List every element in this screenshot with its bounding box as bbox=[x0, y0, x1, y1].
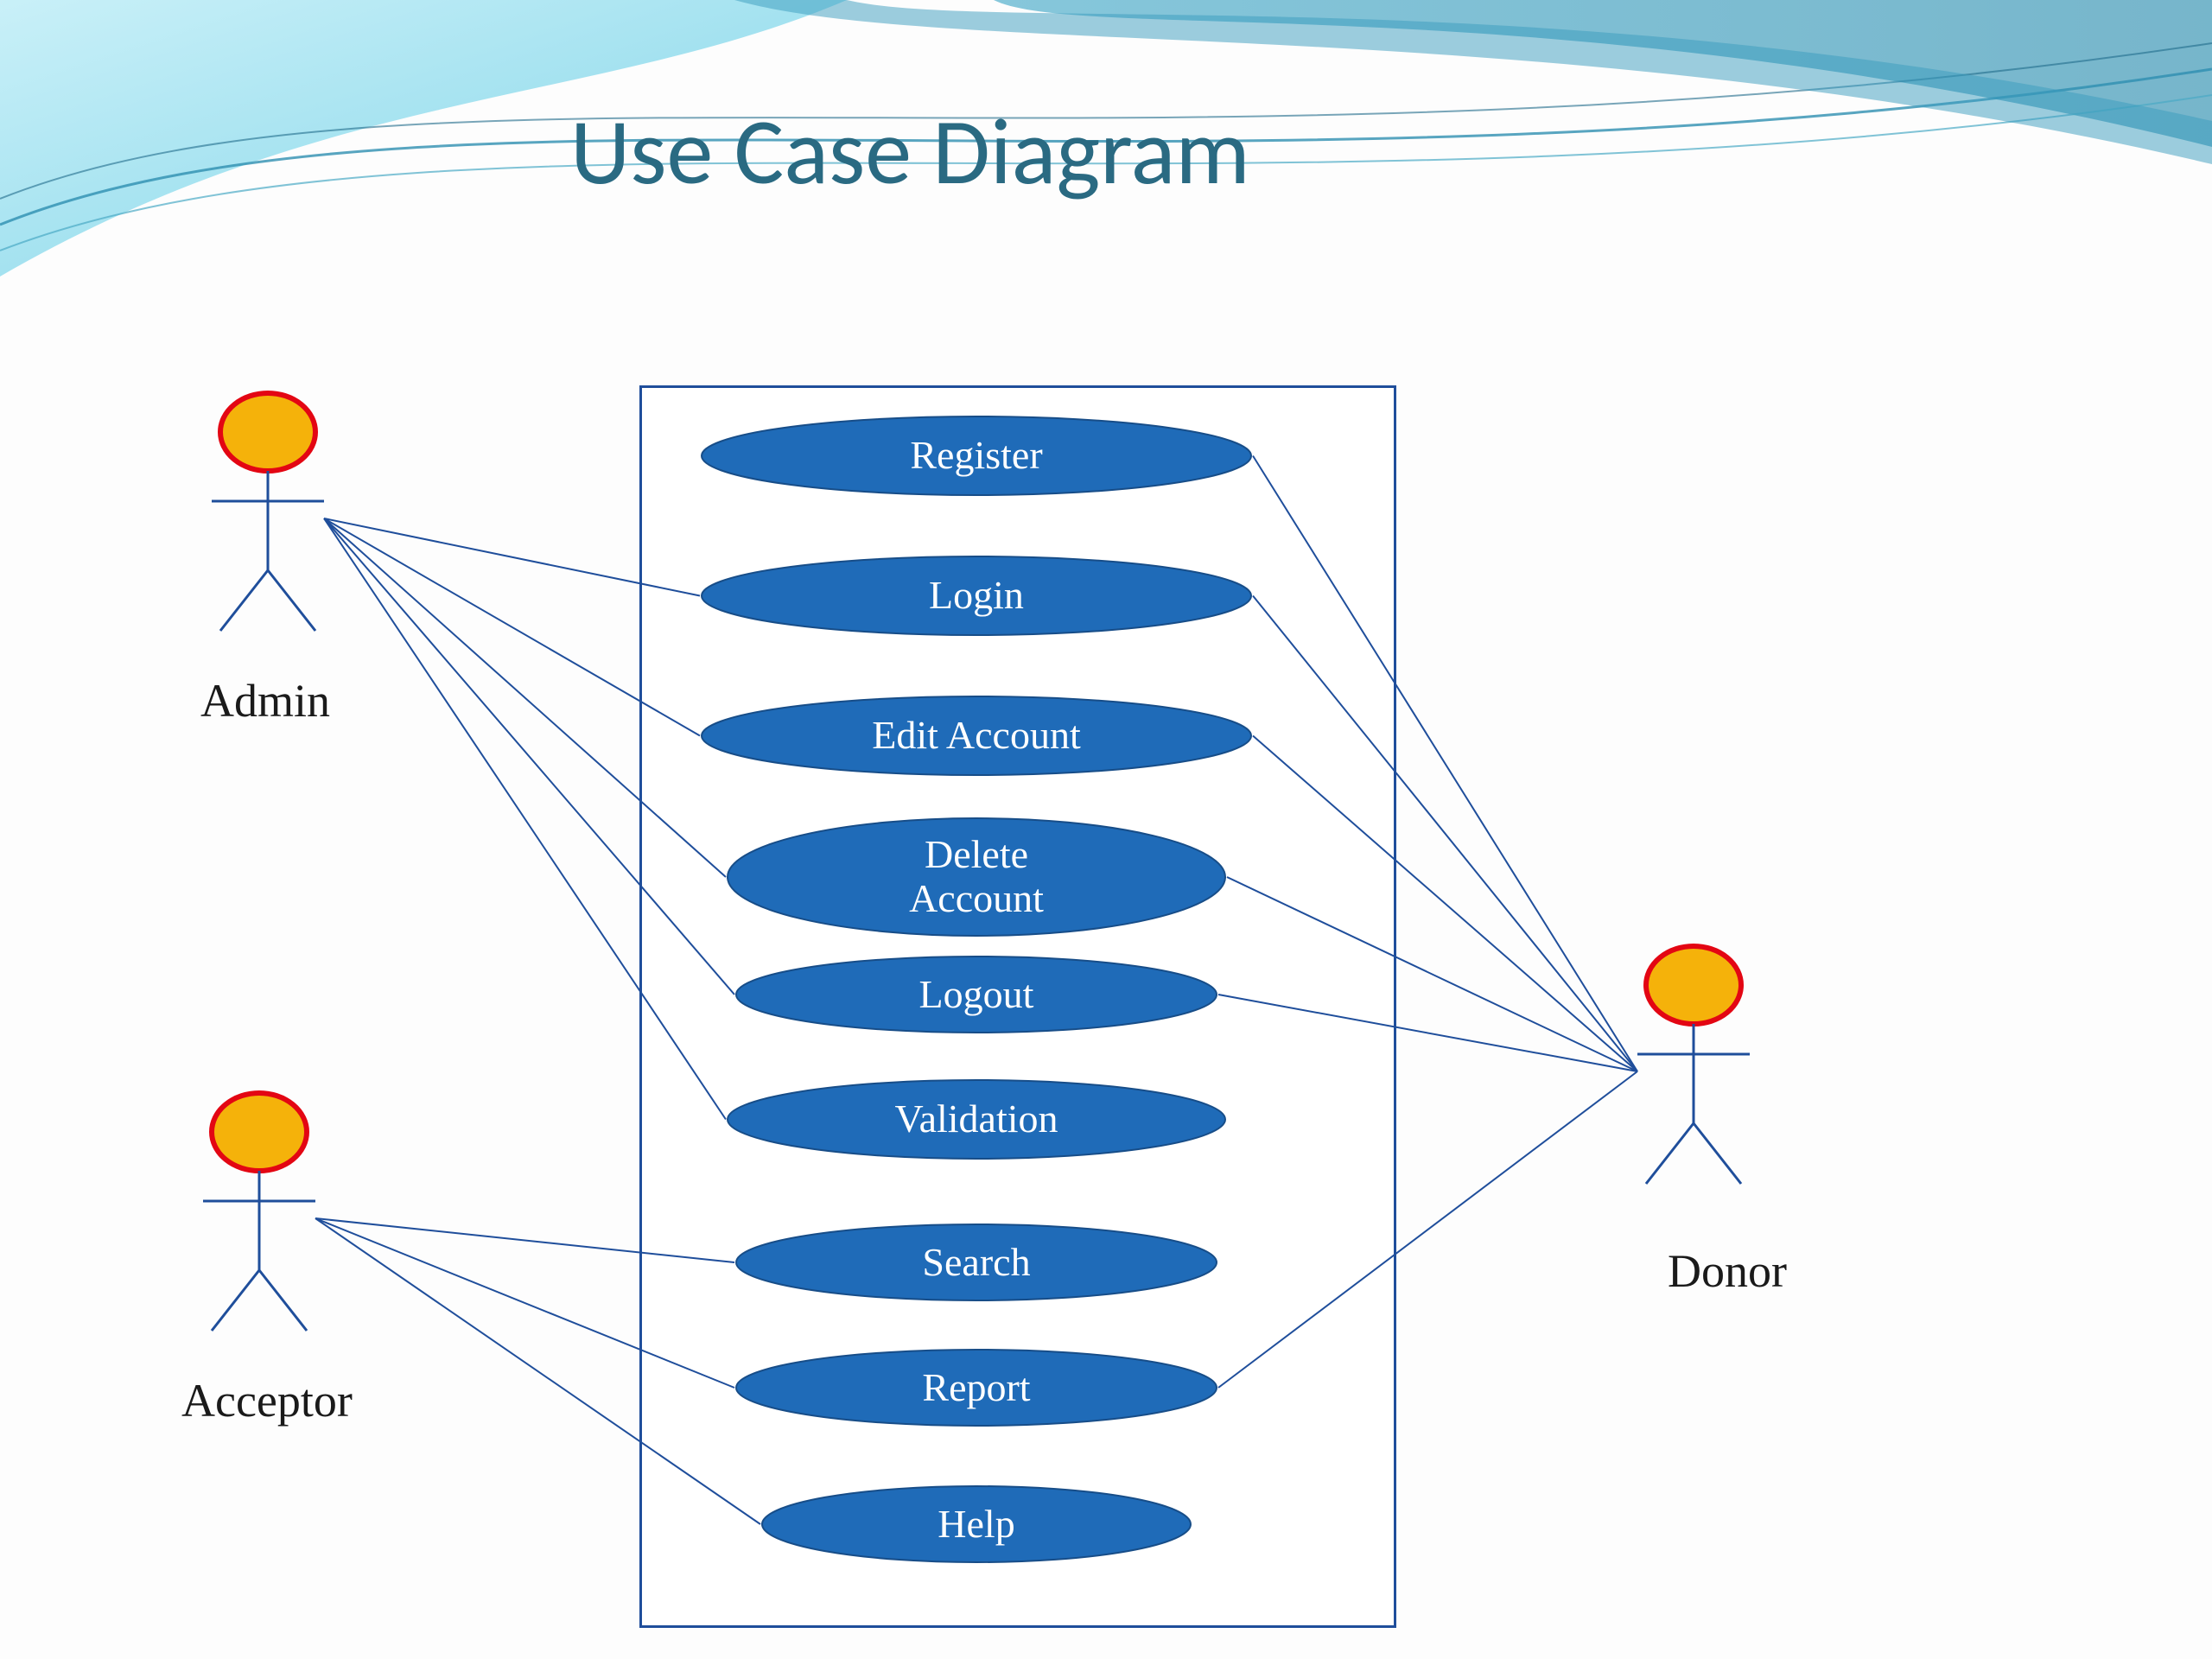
actor-label-acceptor: Acceptor bbox=[181, 1374, 353, 1427]
actor-label-donor: Donor bbox=[1668, 1244, 1787, 1298]
actor-labels-container: Admin Acceptor Donor bbox=[0, 0, 2212, 1659]
actor-label-admin: Admin bbox=[200, 674, 330, 728]
